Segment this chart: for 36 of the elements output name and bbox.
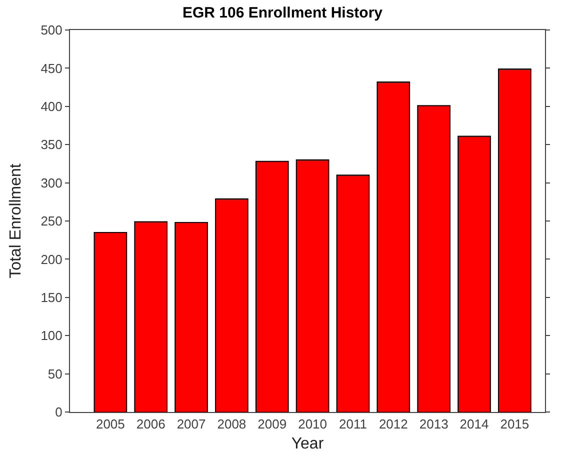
- y-tick-label: 450: [40, 60, 62, 76]
- x-tick-label: 2013: [419, 416, 448, 432]
- bar: [134, 221, 168, 412]
- y-tick-label: 50: [48, 366, 62, 382]
- x-tick-label: 2007: [176, 416, 206, 432]
- bar: [174, 222, 208, 412]
- x-tick-label: 2008: [217, 416, 246, 432]
- y-tick-label: 200: [40, 252, 62, 267]
- chart-title: EGR 106 Enrollment History: [182, 4, 384, 22]
- y-tick-label: 400: [40, 98, 62, 114]
- y-tick-label: 0: [55, 404, 62, 420]
- x-tick-label: 2010: [298, 416, 328, 432]
- x-tick-label: 2014: [460, 416, 489, 432]
- bar: [458, 136, 491, 412]
- bar: [296, 159, 330, 412]
- bar: [255, 160, 289, 412]
- bar: [215, 198, 248, 412]
- bar: [498, 68, 532, 412]
- y-axis-title: Total Enrollment: [8, 163, 25, 278]
- y-tick-label: 300: [40, 175, 62, 190]
- bar: [94, 232, 128, 412]
- x-tick-label: 2011: [338, 416, 367, 432]
- y-tick-label: 350: [40, 137, 62, 152]
- x-tick-label: 2009: [258, 416, 287, 432]
- y-tick-label: 500: [40, 22, 62, 38]
- x-tick-label: 2005: [96, 416, 125, 432]
- x-axis-title: Year: [291, 435, 324, 452]
- y-tick-label: 250: [40, 214, 62, 229]
- bar: [417, 105, 450, 412]
- bar: [336, 174, 370, 412]
- x-tick-label: 2015: [500, 416, 530, 432]
- bar: [376, 81, 410, 412]
- x-tick-label: 2006: [136, 416, 166, 432]
- y-tick-label: 150: [40, 290, 62, 305]
- x-tick-label: 2012: [378, 416, 408, 432]
- y-tick-label: 100: [40, 328, 62, 344]
